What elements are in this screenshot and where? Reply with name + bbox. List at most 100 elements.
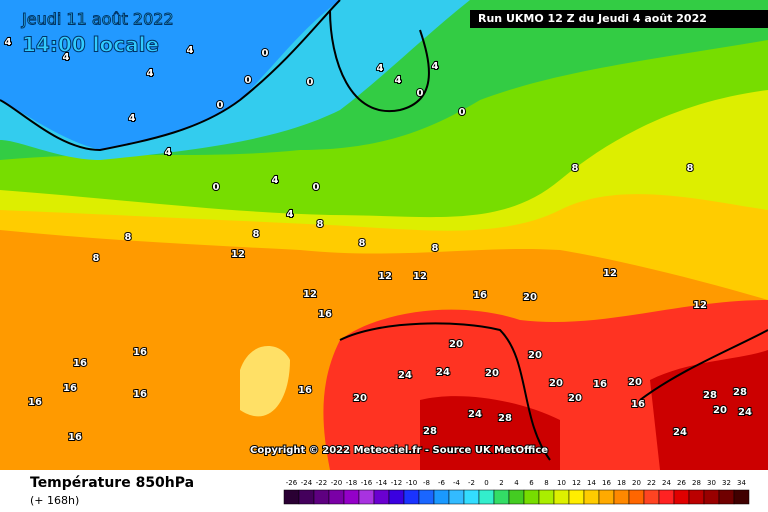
scale-swatch bbox=[418, 489, 435, 505]
run-box bbox=[470, 10, 768, 28]
scale-label: -18 bbox=[346, 479, 357, 487]
scale-swatch bbox=[658, 489, 675, 505]
contour-label: 4 bbox=[272, 175, 279, 186]
scale-swatch bbox=[583, 489, 600, 505]
scale-label: -10 bbox=[406, 479, 417, 487]
scale-label: -6 bbox=[438, 479, 446, 487]
contour-label: 8 bbox=[93, 253, 100, 264]
contour-label: 0 bbox=[262, 48, 269, 59]
scale-label: -4 bbox=[453, 479, 461, 487]
contour-label: 20 bbox=[485, 368, 499, 379]
contour-label: 12 bbox=[413, 271, 427, 282]
scale-swatch bbox=[358, 489, 375, 505]
contour-label: 20 bbox=[449, 339, 463, 350]
scale-swatch bbox=[403, 489, 420, 505]
isotherm-0 bbox=[0, 0, 341, 152]
contour-label: 12 bbox=[603, 268, 617, 279]
contour-label: 16 bbox=[68, 432, 82, 443]
contour-label: 8 bbox=[432, 243, 439, 254]
contour-label: 0 bbox=[459, 107, 466, 118]
scale-label: -2 bbox=[468, 479, 475, 487]
contour-label: 8 bbox=[572, 163, 579, 174]
scale-label: -24 bbox=[301, 479, 313, 487]
scale-swatch bbox=[388, 489, 405, 505]
contour-label: 0 bbox=[217, 100, 224, 111]
contour-label: 4 bbox=[395, 75, 402, 86]
scale-label: 10 bbox=[557, 479, 566, 487]
scale-swatch bbox=[613, 489, 630, 505]
scale-swatch bbox=[433, 489, 450, 505]
isotherm-0 bbox=[329, 9, 430, 113]
scale-label: 2 bbox=[499, 479, 503, 487]
scale-label: 6 bbox=[529, 479, 534, 487]
contour-label: 4 bbox=[63, 52, 70, 63]
contour-label: 4 bbox=[377, 63, 384, 74]
scale-label: -14 bbox=[376, 479, 388, 487]
scale-label: 4 bbox=[514, 479, 519, 487]
scale-swatch bbox=[598, 489, 615, 505]
scale-label: 30 bbox=[707, 479, 716, 487]
contour-label: 28 bbox=[498, 413, 512, 424]
contour-label: 20 bbox=[568, 393, 582, 404]
footer-title: Température 850hPa bbox=[30, 475, 194, 491]
scale-label: -20 bbox=[331, 479, 342, 487]
contour-label: 20 bbox=[713, 405, 727, 416]
contour-label: 24 bbox=[673, 427, 687, 438]
band-darkred bbox=[420, 350, 768, 470]
scale-label: 24 bbox=[662, 479, 671, 487]
contour-label: 16 bbox=[593, 379, 607, 390]
contour-label: 28 bbox=[733, 387, 747, 398]
contour-label: 20 bbox=[628, 377, 642, 388]
contour-label: 24 bbox=[436, 367, 450, 378]
contour-label: 4 bbox=[432, 61, 439, 72]
contour-label: 24 bbox=[468, 409, 482, 420]
scale-swatch bbox=[463, 489, 480, 505]
contour-label: 0 bbox=[307, 77, 314, 88]
scale-label: 8 bbox=[544, 479, 548, 487]
contour-label: 0 bbox=[245, 75, 252, 86]
band-blue bbox=[0, 0, 340, 150]
scale-swatch bbox=[628, 489, 645, 505]
contour-label: 8 bbox=[359, 238, 366, 249]
contour-label: 16 bbox=[473, 290, 487, 301]
contour-label: 16 bbox=[631, 399, 645, 410]
scale-swatch bbox=[673, 489, 690, 505]
run-text: Run UKMO 12 Z du Jeudi 4 août 2022 bbox=[478, 12, 707, 25]
scale-label: -26 bbox=[286, 479, 298, 487]
contour-label: 28 bbox=[423, 426, 437, 437]
contour-label: 0 bbox=[213, 182, 220, 193]
contour-label: 8 bbox=[317, 219, 324, 230]
scale-swatch bbox=[283, 489, 300, 505]
scale-label: -22 bbox=[316, 479, 327, 487]
scale-label: 12 bbox=[572, 479, 581, 487]
contour-label: 4 bbox=[187, 45, 194, 56]
scale-label: 20 bbox=[632, 479, 641, 487]
scale-swatch bbox=[343, 489, 360, 505]
contour-label: 0 bbox=[313, 182, 320, 193]
contour-label: 16 bbox=[63, 383, 77, 394]
scale-label: -12 bbox=[391, 479, 402, 487]
contour-label: 16 bbox=[298, 385, 312, 396]
scale-label: 26 bbox=[677, 479, 686, 487]
scale-label: -16 bbox=[361, 479, 373, 487]
contour-label: 12 bbox=[378, 271, 392, 282]
scale-label: 0 bbox=[484, 479, 488, 487]
contour-label: 4 bbox=[5, 37, 12, 48]
date-text: Jeudi 11 août 2022 bbox=[21, 10, 174, 29]
contour-label: 28 bbox=[703, 390, 717, 401]
scale-swatch bbox=[688, 489, 705, 505]
scale-swatch bbox=[373, 489, 390, 505]
scale-label: -8 bbox=[423, 479, 430, 487]
scale-swatch bbox=[733, 489, 750, 505]
scale-swatch bbox=[568, 489, 585, 505]
scale-label: 16 bbox=[602, 479, 611, 487]
scale-swatch bbox=[703, 489, 720, 505]
contour-label: 16 bbox=[318, 309, 332, 320]
contour-label: 0 bbox=[417, 88, 424, 99]
contour-label: 20 bbox=[353, 393, 367, 404]
isotherm-24 bbox=[339, 322, 768, 461]
footer-lead: (+ 168h) bbox=[30, 494, 79, 507]
contour-label: 20 bbox=[523, 292, 537, 303]
scale-swatch bbox=[538, 489, 555, 505]
